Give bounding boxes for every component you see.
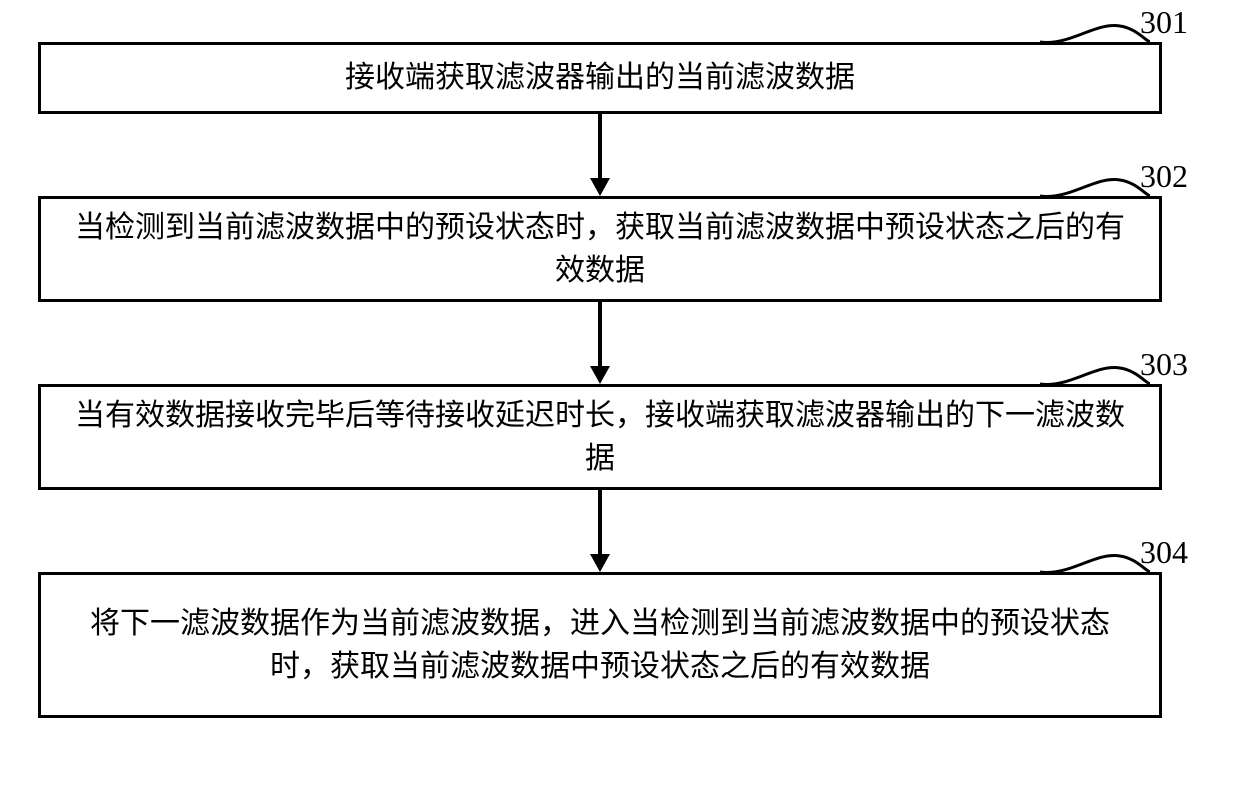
step-text: 将下一滤波数据作为当前滤波数据，进入当检测到当前滤波数据中的预设状态时，获取当前…: [61, 602, 1139, 689]
arrow-2-3-head: [590, 366, 610, 384]
leader-curve-2: [1040, 172, 1150, 200]
step-label-1: 301: [1140, 4, 1188, 41]
flowchart-step-3: 当有效数据接收完毕后等待接收延迟时长，接收端获取滤波器输出的下一滤波数据: [38, 384, 1162, 490]
step-text: 当检测到当前滤波数据中的预设状态时，获取当前滤波数据中预设状态之后的有效数据: [61, 206, 1139, 293]
arrow-1-2-line: [598, 114, 602, 178]
leader-curve-1: [1040, 18, 1150, 46]
step-label-3: 303: [1140, 346, 1188, 383]
step-label-4: 304: [1140, 534, 1188, 571]
arrow-3-4-line: [598, 490, 602, 554]
flowchart-canvas: 接收端获取滤波器输出的当前滤波数据 301 当检测到当前滤波数据中的预设状态时，…: [0, 0, 1240, 808]
arrow-3-4-head: [590, 554, 610, 572]
step-label-2: 302: [1140, 158, 1188, 195]
arrow-2-3-line: [598, 302, 602, 366]
flowchart-step-4: 将下一滤波数据作为当前滤波数据，进入当检测到当前滤波数据中的预设状态时，获取当前…: [38, 572, 1162, 718]
arrow-1-2-head: [590, 178, 610, 196]
step-text: 当有效数据接收完毕后等待接收延迟时长，接收端获取滤波器输出的下一滤波数据: [61, 394, 1139, 481]
flowchart-step-1: 接收端获取滤波器输出的当前滤波数据: [38, 42, 1162, 114]
step-text: 接收端获取滤波器输出的当前滤波数据: [345, 56, 855, 100]
flowchart-step-2: 当检测到当前滤波数据中的预设状态时，获取当前滤波数据中预设状态之后的有效数据: [38, 196, 1162, 302]
leader-curve-3: [1040, 360, 1150, 388]
leader-curve-4: [1040, 548, 1150, 576]
